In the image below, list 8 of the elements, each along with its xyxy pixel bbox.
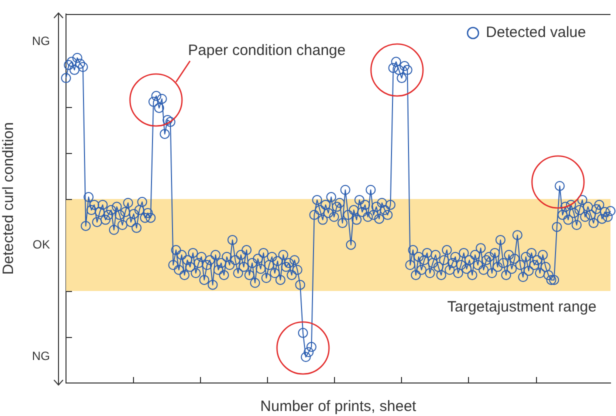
text: NG: [32, 34, 50, 48]
y-axis-title: Detected curl condition: [0, 122, 18, 275]
band-label: Targetajustment range: [447, 298, 596, 316]
x-axis-title: Number of prints, sheet: [260, 398, 418, 416]
text: NG: [32, 349, 50, 364]
annotation: Paper condition change: [188, 42, 346, 59]
text: OK: [32, 237, 50, 252]
legend-label: Detected value: [486, 24, 586, 41]
